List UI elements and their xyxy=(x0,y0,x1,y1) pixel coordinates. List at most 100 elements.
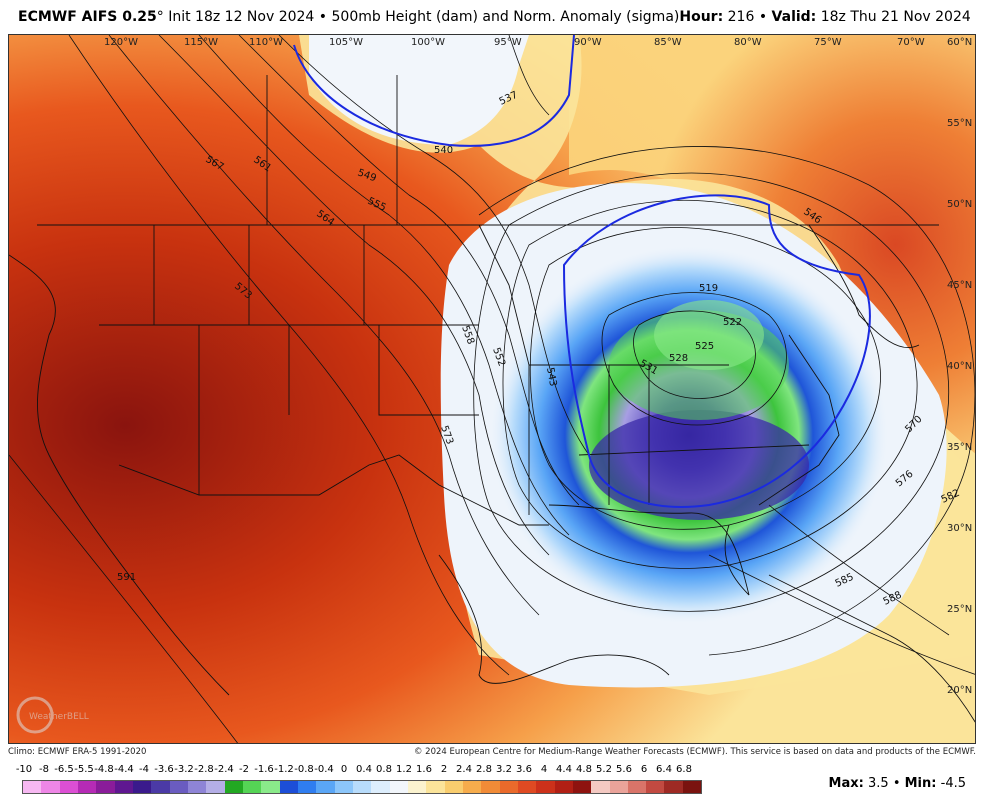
map-svg: 120°W 115°W 110°W 105°W 100°W 95°W 90°W … xyxy=(9,35,975,743)
contour-540-trough xyxy=(562,194,871,508)
lon-label: 85°W xyxy=(654,37,682,48)
colorbar-swatch xyxy=(554,781,573,793)
anomaly-colorbar xyxy=(22,780,702,794)
colorbar-tick: -2 xyxy=(239,764,249,775)
lon-label: 120°W xyxy=(104,37,138,48)
contour-label: 528 xyxy=(669,353,688,364)
lat-label: 50°N xyxy=(947,199,972,210)
product-name: 500mb Height (dam) and Norm. Anomaly (si… xyxy=(331,9,680,25)
colorbar-tick: -4.8 xyxy=(94,764,114,775)
colorbar-tick: -10 xyxy=(15,764,33,775)
lat-label: 55°N xyxy=(947,118,972,129)
colorbar-swatch xyxy=(114,781,133,793)
colorbar-swatch xyxy=(481,781,500,793)
colorbar-swatch xyxy=(169,781,188,793)
colorbar-tick: -0.4 xyxy=(314,764,334,775)
valid-value: 18z Thu 21 Nov 2024 xyxy=(820,9,971,25)
colorbar-swatch xyxy=(187,781,207,793)
min-value: -4.5 xyxy=(940,776,966,791)
contour-label: 522 xyxy=(723,317,742,328)
latitude-labels: 60°N 55°N 50°N 45°N 40°N 35°N 30°N 25°N … xyxy=(947,37,972,696)
lat-label: 45°N xyxy=(947,280,972,291)
colorbar-tick: 1.6 xyxy=(416,764,432,775)
colorbar-swatch xyxy=(334,781,353,793)
colorbar-tick: 4.4 xyxy=(556,764,572,775)
colorbar-tick: 3.2 xyxy=(496,764,512,775)
contour-540-north xyxy=(293,35,575,147)
min-label: Min: xyxy=(904,776,937,791)
colorbar-swatch xyxy=(646,781,665,793)
colorbar-swatch xyxy=(132,781,152,793)
hour-value: 216 xyxy=(727,9,755,25)
colorbar-tick: 2.8 xyxy=(476,764,492,775)
bullet-2: • xyxy=(758,9,768,25)
colorbar-swatch xyxy=(206,781,225,793)
max-label: Max: xyxy=(828,776,864,791)
colorbar-swatch xyxy=(572,781,592,793)
colorbar-tick: -6.5 xyxy=(54,764,74,775)
weak-anomaly-region xyxy=(309,35,529,145)
colorbar-tick: 0.4 xyxy=(356,764,372,775)
colorbar-tick: -0.8 xyxy=(294,764,314,775)
contour-label: 591 xyxy=(117,572,136,583)
colorbar-tick: 0.8 xyxy=(376,764,392,775)
colorbar-tick: -1.6 xyxy=(254,764,274,775)
colorbar-swatch xyxy=(536,781,555,793)
colorbar-tick: -8 xyxy=(39,764,49,775)
lon-label: 100°W xyxy=(411,37,445,48)
colorbar-swatch xyxy=(224,781,243,793)
lon-label: 70°W xyxy=(897,37,925,48)
contour-label: 540 xyxy=(434,145,453,156)
colorbar-tick-labels: -10 -8 -6.5 -5.5 -4.8 -4.4 -4 -3.6 -3.2 -2.8 -2.4-… xyxy=(12,764,712,778)
colorbar-tick: 4.8 xyxy=(576,764,592,775)
lon-label: 115°W xyxy=(184,37,218,48)
colorbar-swatch xyxy=(389,781,408,793)
model-name: ECMWF AIFS 0.25 xyxy=(18,9,157,25)
colorbar-swatch xyxy=(499,781,518,793)
colorbar-swatch xyxy=(407,781,427,793)
climo-note: Climo: ECMWF ERA-5 1991-2020 xyxy=(8,747,147,757)
colorbar-tick: 3.6 xyxy=(516,764,532,775)
max-min-readout: Max: 3.5 • Min: -4.5 xyxy=(829,776,966,791)
lat-label: 35°N xyxy=(947,442,972,453)
colorbar-tick: -2.4 xyxy=(214,764,234,775)
lon-label: 90°W xyxy=(574,37,602,48)
height-contours xyxy=(9,35,975,743)
colorbar-tick: 5.6 xyxy=(616,764,632,775)
colorbar-swatch xyxy=(297,781,317,793)
colorbar-tick: 6.4 xyxy=(656,764,672,775)
colorbar-swatch xyxy=(444,781,463,793)
colorbar-swatch xyxy=(242,781,262,793)
lon-label: 110°W xyxy=(249,37,283,48)
valid-label: Valid: xyxy=(771,9,817,25)
colorbar-tick: -2.8 xyxy=(194,764,214,775)
colorbar-swatch xyxy=(59,781,78,793)
weatherbell-watermark: WeatherBELL xyxy=(16,696,89,734)
hour-label: Hour: xyxy=(679,9,724,25)
colorbar-swatch xyxy=(609,781,628,793)
credits-bar: Climo: ECMWF ERA-5 1991-2020 © 2024 Euro… xyxy=(8,745,976,759)
colorbar-tick: -5.5 xyxy=(74,764,94,775)
colorbar-swatch xyxy=(426,781,445,793)
colorbar-swatch xyxy=(261,781,280,793)
colorbar-swatch xyxy=(352,781,372,793)
separator-bullet: • xyxy=(892,776,901,791)
colorbar-swatch xyxy=(627,781,647,793)
colorbar-tick: -1.2 xyxy=(274,764,294,775)
lon-label: 105°W xyxy=(329,37,363,48)
forecast-map[interactable]: 120°W 115°W 110°W 105°W 100°W 95°W 90°W … xyxy=(8,34,976,744)
lon-label: 75°W xyxy=(814,37,842,48)
colorbar-tick: 5.2 xyxy=(596,764,612,775)
degree-symbol: ° xyxy=(156,9,164,25)
lat-label: 25°N xyxy=(947,604,972,615)
colorbar-swatch xyxy=(41,781,60,793)
lat-label: 60°N xyxy=(947,37,972,48)
colorbar-tick: 2.4 xyxy=(456,764,472,775)
header-right: Hour: 216 • Valid: 18z Thu 21 Nov 2024 xyxy=(679,9,970,25)
lon-label: 80°W xyxy=(734,37,762,48)
map-header: ECMWF AIFS 0.25° Init 18z 12 Nov 2024 • … xyxy=(0,0,984,34)
colorbar-tick: -4 xyxy=(139,764,149,775)
lon-label: 95°W xyxy=(494,37,522,48)
colorbar-swatch xyxy=(517,781,537,793)
colorbar-swatch xyxy=(77,781,97,793)
